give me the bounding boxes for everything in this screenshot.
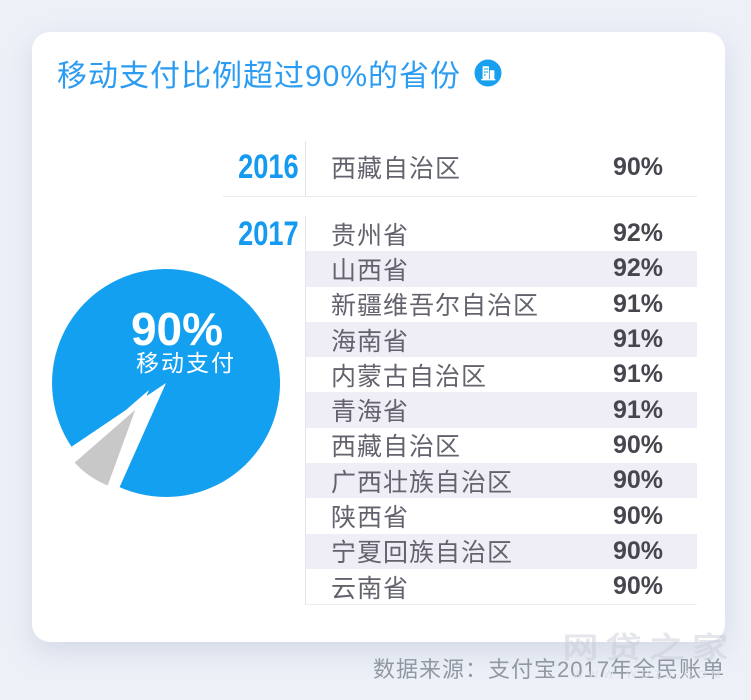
province-value: 92% — [612, 254, 663, 283]
pie-center-label: 移动支付 — [136, 350, 236, 376]
province-value: 92% — [612, 219, 663, 248]
province-name: 贵州省 — [331, 221, 410, 250]
province-value: 91% — [612, 289, 663, 318]
rows-2017: 贵州省 92% 山西省 92% 新疆维吾尔自治区 91% 海南省 91% — [305, 216, 697, 606]
source-note: 数据来源：支付宝2017年全民账单 — [373, 657, 725, 682]
province-value: 91% — [612, 325, 663, 354]
province-name: 青海省 — [331, 398, 410, 427]
province-value: 90% — [612, 536, 663, 565]
province-name: 山西省 — [331, 256, 410, 285]
province-name: 海南省 — [331, 327, 410, 356]
province-value: 91% — [612, 395, 663, 424]
section-2017: 2017 贵州省 92% 山西省 92% 新疆维吾尔自治区 91% — [223, 215, 697, 606]
province-value: 90% — [612, 572, 663, 601]
province-name: 西藏自治区 — [331, 155, 462, 183]
table-row: 陕西省 90% — [306, 498, 697, 533]
province-name: 西藏自治区 — [331, 433, 462, 462]
rows-2016: 西藏自治区 90% — [305, 141, 697, 196]
table-row: 云南省 90% — [306, 569, 697, 604]
province-name: 内蒙古自治区 — [331, 362, 488, 391]
year-label-2016: 2016 — [238, 148, 299, 186]
buildings-icon — [474, 59, 502, 87]
table-row: 山西省 92% — [306, 251, 697, 287]
province-name: 新疆维吾尔自治区 — [331, 292, 540, 321]
section-divider — [223, 196, 697, 197]
section-2016: 2016 西藏自治区 90% — [223, 141, 697, 196]
pie-chart: 90% 移动支付 — [42, 260, 292, 510]
page-title: 移动支付比例超过90%的省份 — [57, 60, 462, 93]
province-name: 宁夏回族自治区 — [331, 539, 514, 568]
province-value: 90% — [612, 152, 663, 181]
pie-slice-other — [66, 390, 149, 494]
infographic-card: 移动支付比例超过90%的省份 90% — [32, 32, 725, 642]
data-table: 2016 西藏自治区 90% 2017 贵州省 92% — [223, 141, 697, 606]
province-name: 广西壮族自治区 — [331, 468, 514, 497]
province-name: 陕西省 — [331, 504, 410, 533]
province-value: 90% — [612, 466, 663, 495]
table-row: 青海省 91% — [306, 392, 697, 428]
title-row: 移动支付比例超过90%的省份 — [57, 51, 502, 95]
pie-slice-mobile — [52, 268, 281, 497]
province-value: 90% — [612, 501, 663, 530]
table-row: 西藏自治区 90% — [306, 428, 697, 463]
province-value: 90% — [612, 430, 663, 459]
table-row: 海南省 91% — [306, 321, 697, 358]
pie-center-value: 90% — [130, 303, 224, 355]
table-row: 广西壮族自治区 90% — [306, 463, 697, 499]
year-label-2017: 2017 — [238, 215, 299, 253]
table-row: 西藏自治区 90% — [306, 141, 697, 193]
table-row: 内蒙古自治区 91% — [306, 357, 697, 392]
province-value: 91% — [612, 360, 663, 389]
province-name: 云南省 — [331, 574, 410, 603]
table-row: 新疆维吾尔自治区 91% — [306, 287, 697, 322]
table-row: 宁夏回族自治区 90% — [306, 533, 697, 569]
table-row: 贵州省 92% — [306, 216, 697, 251]
